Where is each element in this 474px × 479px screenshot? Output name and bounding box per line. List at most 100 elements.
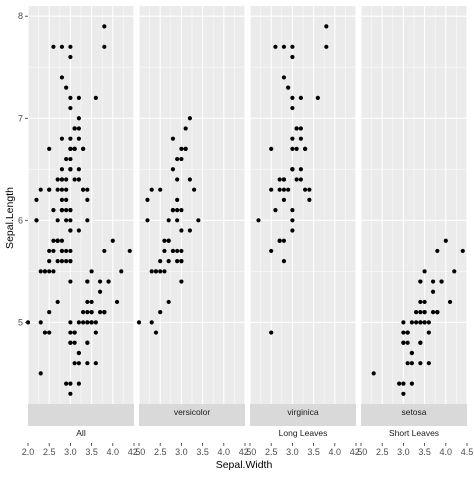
data-point — [72, 330, 77, 335]
data-point — [51, 208, 56, 213]
data-point — [418, 320, 423, 325]
data-point — [269, 187, 274, 192]
y-axis-title: Sepal.Length — [4, 187, 16, 249]
x-tick-label: 3.0 — [397, 447, 410, 457]
x-tick-label: 4.5 — [239, 447, 252, 457]
data-point — [81, 187, 86, 192]
data-point — [47, 146, 52, 151]
data-point — [409, 361, 414, 366]
data-point — [290, 218, 295, 223]
data-point — [68, 95, 73, 100]
data-point — [430, 289, 436, 294]
data-point — [149, 269, 154, 274]
data-point — [281, 187, 287, 192]
data-point — [55, 187, 60, 192]
data-point — [97, 279, 103, 284]
data-point — [286, 187, 291, 192]
data-point — [153, 330, 159, 335]
data-point — [418, 361, 423, 366]
data-point — [401, 391, 406, 396]
data-point — [47, 269, 52, 274]
data-point — [277, 177, 282, 182]
data-point — [38, 187, 43, 192]
data-point — [294, 146, 299, 151]
data-point — [439, 279, 444, 284]
data-point — [418, 299, 423, 305]
data-point — [443, 238, 448, 243]
data-point — [59, 136, 65, 141]
data-point — [149, 187, 154, 192]
data-point — [34, 197, 39, 202]
data-point — [68, 340, 73, 345]
data-point — [76, 126, 81, 131]
data-point — [42, 330, 48, 335]
data-point — [59, 187, 65, 192]
data-point — [294, 177, 299, 182]
facet-panel-3: virginica Long Leaves — [249, 6, 357, 438]
x-tick-label: 4.0 — [329, 447, 342, 457]
data-point — [72, 340, 77, 345]
data-point — [64, 156, 69, 162]
x-tick-label: 2.5 — [376, 447, 389, 457]
x-tick-label: 2.0 — [133, 447, 146, 457]
data-point — [64, 259, 69, 264]
data-point — [59, 238, 65, 243]
data-point — [187, 116, 192, 121]
data-point — [290, 146, 295, 151]
facet-strip — [28, 404, 134, 426]
data-point — [93, 361, 98, 366]
data-point — [47, 330, 52, 335]
x-tick-label: 4.5 — [461, 447, 474, 457]
data-point — [281, 259, 287, 264]
data-point — [187, 228, 192, 233]
data-point — [281, 238, 287, 243]
data-point — [179, 259, 184, 264]
facet-panel-4: setosa Short Leaves — [360, 6, 468, 438]
y-tick-label: 5 — [18, 317, 23, 327]
data-point — [68, 218, 73, 223]
data-point — [460, 248, 465, 254]
data-point — [183, 146, 188, 151]
data-point — [127, 248, 132, 254]
facet-group-label: Short Leaves — [389, 428, 439, 438]
data-point — [435, 310, 440, 315]
data-point — [59, 208, 65, 213]
y-tick-label: 7 — [18, 113, 23, 123]
data-point — [166, 238, 171, 243]
facet-panel-2: versicolor — [136, 6, 246, 426]
data-point — [59, 75, 65, 80]
data-point — [277, 238, 282, 243]
facet-strip — [361, 404, 467, 426]
x-tick-label: 4.0 — [440, 447, 453, 457]
data-point — [145, 218, 150, 223]
data-point — [269, 248, 274, 254]
data-point — [158, 259, 163, 264]
data-point — [68, 279, 73, 284]
data-point — [110, 238, 115, 243]
data-point — [68, 167, 73, 172]
data-point — [85, 340, 90, 345]
data-point — [51, 238, 56, 243]
data-point — [179, 208, 184, 213]
data-point — [76, 95, 81, 100]
data-point — [68, 228, 73, 233]
data-point — [68, 54, 73, 60]
data-point — [102, 310, 107, 315]
data-point — [162, 248, 167, 254]
data-point — [158, 187, 163, 192]
data-point — [405, 330, 410, 335]
data-point — [76, 381, 81, 386]
x-tick-label: 3.5 — [196, 447, 209, 457]
data-point — [64, 177, 69, 182]
data-point — [179, 248, 184, 254]
data-point — [269, 146, 274, 151]
x-tick-label: 4.0 — [107, 447, 120, 457]
data-point — [64, 381, 69, 386]
data-point — [38, 269, 43, 274]
x-tick-label: 3.0 — [175, 447, 188, 457]
data-point — [158, 310, 163, 315]
data-point — [55, 299, 60, 305]
data-point — [430, 279, 436, 284]
data-point — [426, 330, 431, 335]
data-point — [298, 95, 303, 100]
